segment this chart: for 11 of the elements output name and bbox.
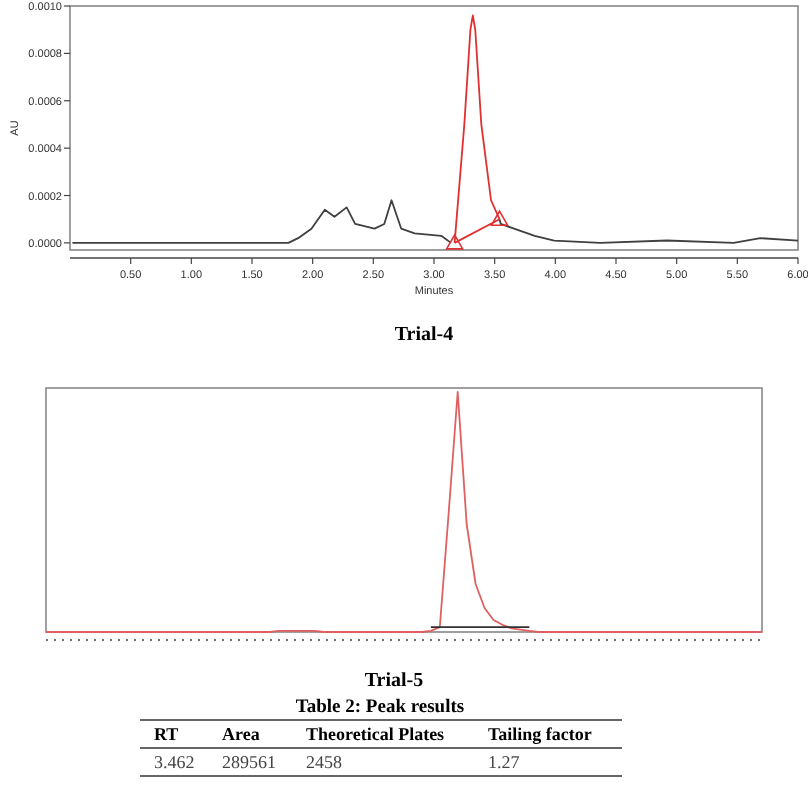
text: 289561 xyxy=(222,752,276,772)
text: Tailing factor xyxy=(488,724,592,744)
text: Table 2: Peak results xyxy=(295,698,465,718)
text: Theoretical Plates xyxy=(306,724,446,744)
text: 1.27 xyxy=(488,752,521,772)
text: 2458 xyxy=(306,752,343,772)
text: RT xyxy=(154,724,179,744)
text: Area xyxy=(222,724,261,744)
text: Trial-5 xyxy=(364,670,424,692)
text: Trial-4 xyxy=(394,324,454,346)
text: 3.462 xyxy=(154,752,195,772)
